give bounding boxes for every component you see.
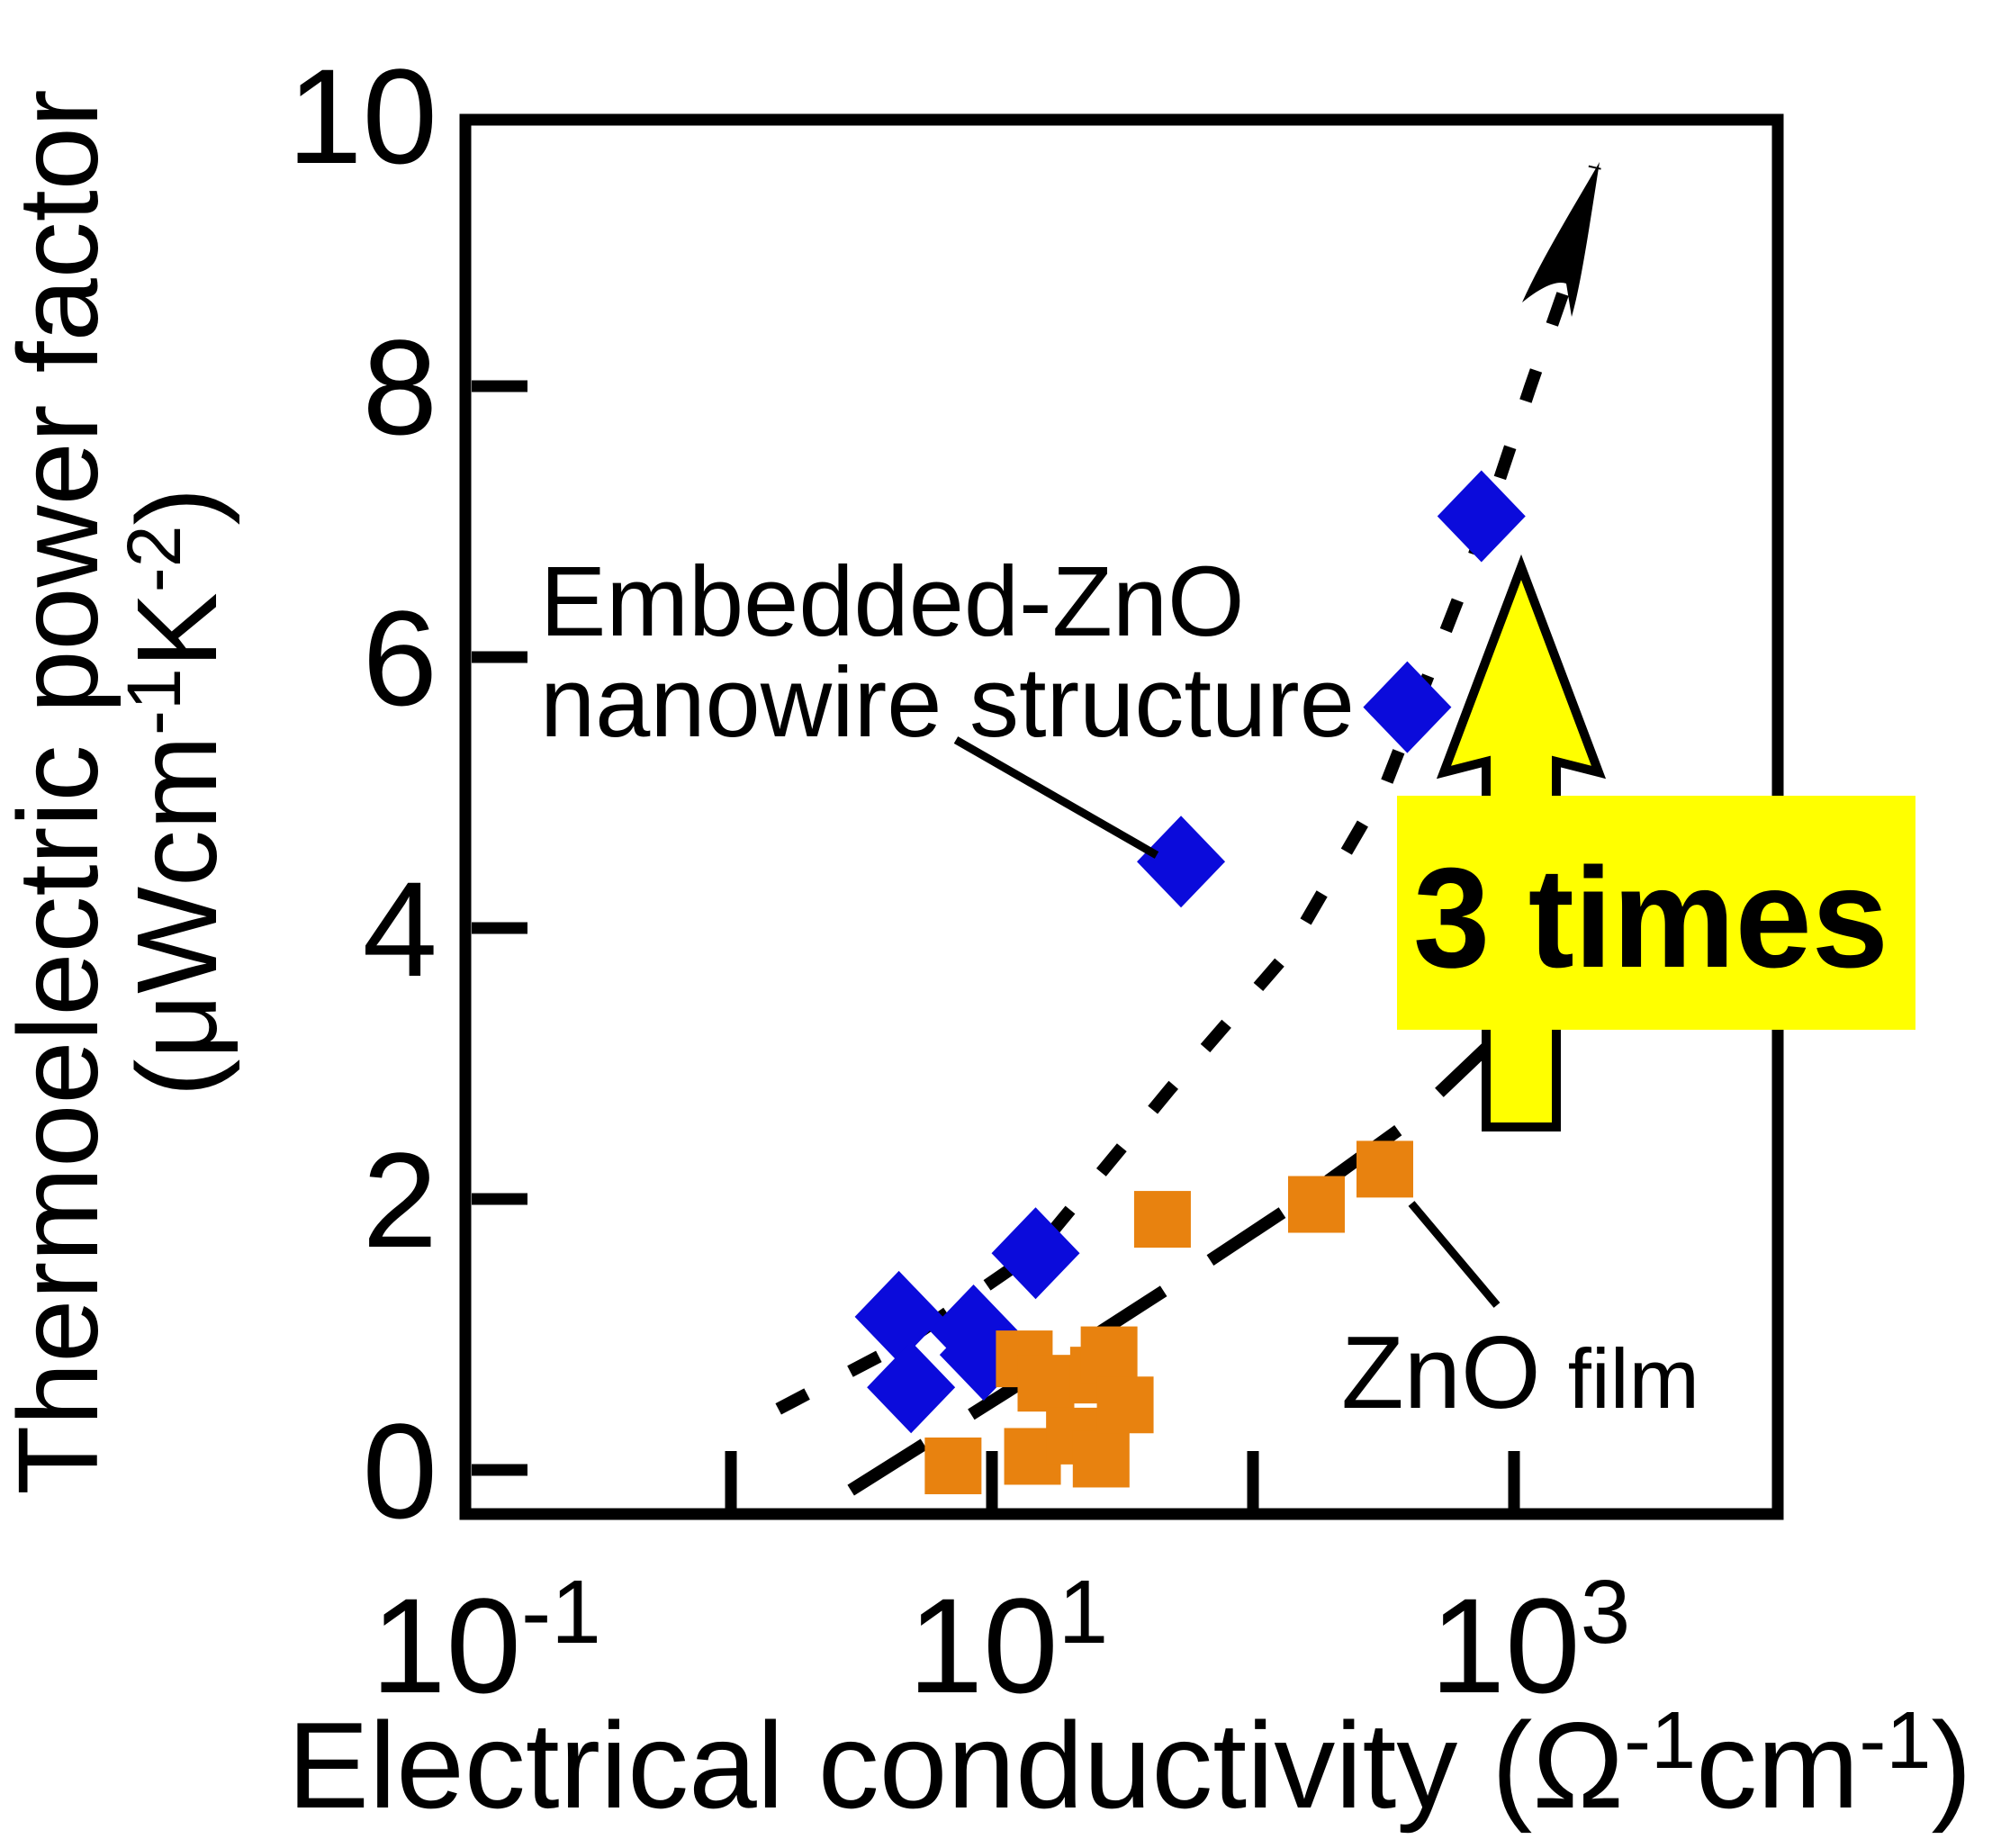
y-tick-label: 2: [363, 1124, 437, 1276]
x-title-mid: cm: [1696, 1697, 1859, 1834]
trend-long-dash: [847, 1040, 1494, 1496]
nanowire-annotation-line2: nanowire structure: [540, 647, 1355, 758]
axis-ticks: [472, 380, 1520, 1509]
data-point-square: [1287, 1176, 1345, 1233]
y-axis-title: Thermoelectric power factor: [0, 89, 122, 1495]
data-point-diamond: [991, 1207, 1080, 1300]
y-tick-label: 6: [363, 582, 437, 734]
x-axis-title: Electrical conductivity (Ω-1cm-1): [287, 1696, 1971, 1834]
y-unit-sup2: -2: [112, 526, 196, 593]
trend-arrowhead-icon: [1522, 162, 1600, 317]
data-point-square: [1072, 1430, 1130, 1488]
x-title-pre: Electrical conductivity (Ω: [287, 1697, 1624, 1834]
data-point-diamond: [867, 1341, 956, 1434]
data-point-diamond: [1437, 470, 1526, 563]
axis-tick-labels: 10 8 6 4 2 0 10-1 101 103: [287, 41, 1630, 1721]
y-tick-label: 10: [287, 41, 437, 192]
times-badge-background: [1397, 796, 1915, 1030]
data-points: [854, 470, 1526, 1494]
data-point-square: [1017, 1355, 1075, 1412]
data-point-square: [1133, 1191, 1191, 1249]
trend-curves: [775, 165, 1601, 1496]
film-annotation: ZnO film: [1341, 1316, 1699, 1430]
y-unit-sup1: -1: [112, 668, 196, 735]
x-tick-label: 103: [1430, 1562, 1630, 1721]
y-unit-post: ): [113, 488, 240, 526]
y-unit-mid: K: [113, 592, 240, 668]
data-point-square: [924, 1437, 982, 1494]
x-title-sup1: -1: [1624, 1696, 1696, 1786]
nanowire-leader-line: [953, 736, 1159, 859]
data-point-diamond: [854, 1270, 943, 1363]
nanowire-annotation-line1: Embedded-ZnO: [540, 546, 1245, 657]
data-point-diamond: [1137, 816, 1226, 908]
data-point-diamond: [1363, 661, 1452, 753]
y-tick-label: 0: [363, 1395, 437, 1546]
data-point-square: [1356, 1140, 1413, 1198]
film-annotation-main: ZnO: [1341, 1316, 1541, 1430]
y-axis-unit: (μWcm-1K-2): [112, 488, 240, 1097]
y-unit-pre: (μWcm: [113, 735, 240, 1096]
x-tick-label: 10-1: [371, 1562, 601, 1721]
film-leader-line: [1408, 1201, 1501, 1308]
data-point-square: [1096, 1376, 1154, 1434]
times-badge-label: 3 times: [1413, 839, 1888, 997]
x-tick-label: 101: [908, 1562, 1108, 1721]
y-tick-label: 8: [363, 311, 437, 463]
x-title-sup2: -1: [1859, 1696, 1931, 1786]
data-point-square: [1080, 1326, 1138, 1384]
film-annotation-sub: film: [1568, 1331, 1699, 1426]
y-tick-label: 4: [363, 853, 437, 1005]
x-title-post: ): [1931, 1697, 1971, 1834]
